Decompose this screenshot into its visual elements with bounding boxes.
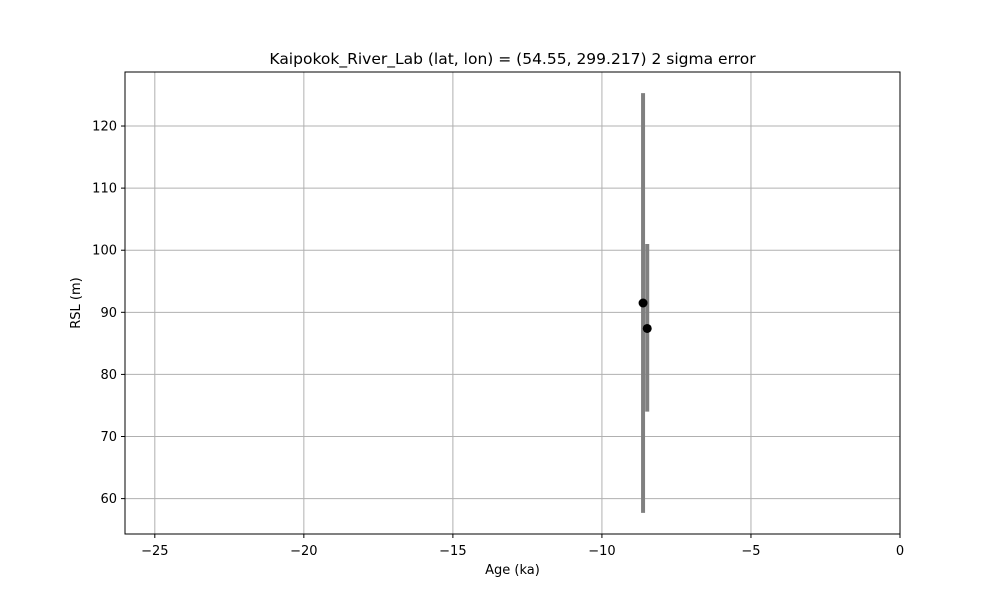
data-point xyxy=(638,298,648,308)
x-axis-label: Age (ka) xyxy=(485,563,540,578)
x-tick-label: 0 xyxy=(896,544,904,559)
x-tick-label: −10 xyxy=(588,544,615,559)
x-tick-label: −15 xyxy=(439,544,466,559)
data-points xyxy=(638,298,652,333)
x-tick-label: −25 xyxy=(141,544,168,559)
x-ticks: −25 −20 −15 −10 −5 0 xyxy=(141,534,904,559)
x-tick-label: −20 xyxy=(290,544,317,559)
y-axis-label: RSL (m) xyxy=(69,277,84,328)
y-tick-label: 100 xyxy=(92,244,117,259)
x-tick-label: −5 xyxy=(741,544,760,559)
y-tick-label: 80 xyxy=(100,368,117,383)
grid xyxy=(125,72,901,534)
chart-title: Kaipokok_River_Lab (lat, lon) = (54.55, … xyxy=(269,50,756,69)
data-point xyxy=(642,323,652,333)
y-tick-label: 90 xyxy=(100,306,117,321)
y-ticks: 60 70 80 90 100 110 120 xyxy=(92,120,125,507)
y-tick-label: 120 xyxy=(92,120,117,135)
y-tick-label: 70 xyxy=(100,430,117,445)
y-tick-label: 110 xyxy=(92,182,117,197)
y-tick-label: 60 xyxy=(100,492,117,507)
plot-frame xyxy=(124,71,901,535)
